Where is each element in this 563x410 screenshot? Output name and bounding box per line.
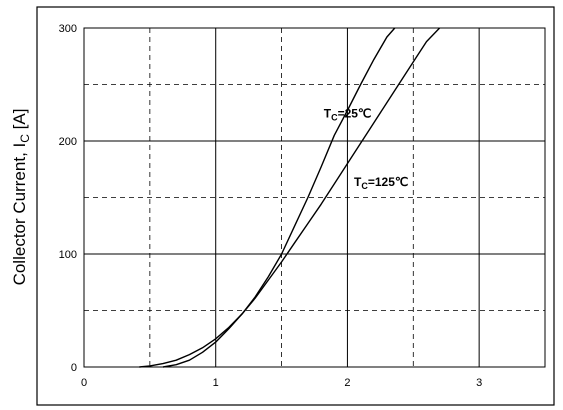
y-tick-label: 200 [59,136,77,148]
x-tick-label: 3 [476,377,482,389]
annotations: TC=25℃TC=125℃ [324,106,409,191]
y-axis-label-unit: [A] [10,109,29,135]
grid-minor [84,28,545,367]
series-line-0 [139,27,396,368]
x-tick-label: 0 [81,377,87,389]
x-tick-label: 2 [344,377,350,389]
y-tick-label: 0 [71,362,77,374]
x-tick-label: 1 [213,377,219,389]
series-label-rest: =25℃ [338,106,372,120]
grid-major [84,28,545,367]
chart-outer-frame [36,6,555,406]
series-label-sub: C [361,181,368,191]
series-label-rest: =125℃ [368,175,409,189]
series-label-sub: C [331,112,338,122]
y-tick-label: 100 [59,249,77,261]
series-label-0: TC=25℃ [324,106,372,122]
axis-ticks: 0 1 2 3 0 100 200 300 [59,23,483,389]
y-axis-label-sub: C [18,134,32,143]
series-label-1: TC=125℃ [354,175,408,191]
y-axis-label: Collector Current, IC [A] [10,109,32,286]
series-group [139,27,441,368]
y-axis-label-main: Collector Current, I [10,143,29,286]
plot-area-border [83,27,546,368]
series-label-main: T [324,106,332,120]
y-tick-label: 300 [59,23,77,35]
series-line-1 [162,27,441,368]
series-label-main: T [354,175,362,189]
